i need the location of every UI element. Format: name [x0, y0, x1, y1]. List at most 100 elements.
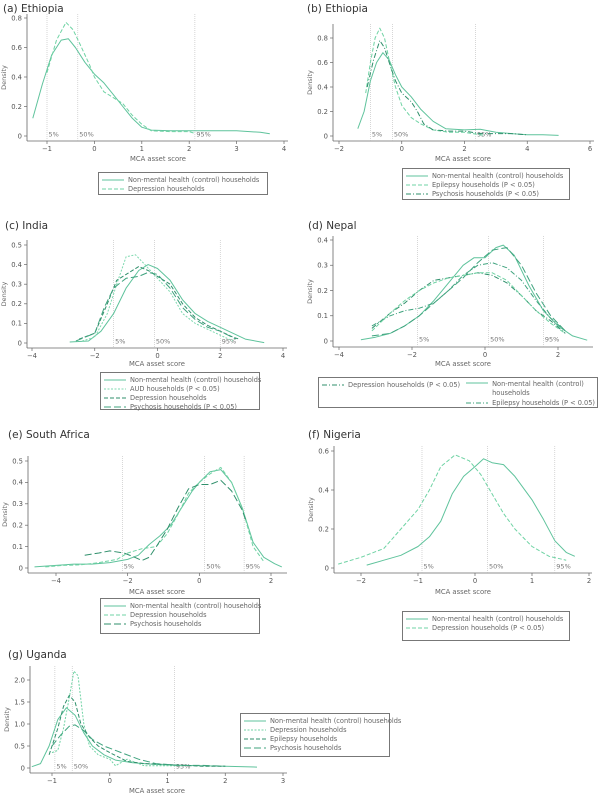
legend-swatch: [104, 623, 126, 624]
legend-swatch: [406, 627, 428, 628]
legend-label: Psychosis households: [130, 619, 202, 628]
x-tick-label: −1: [42, 145, 52, 153]
legend-item: Depression households (P < 0.05): [406, 623, 566, 632]
y-tick-label: 0.4: [12, 479, 23, 487]
y-tick-label: 0.8: [11, 14, 22, 22]
legend-swatch: [322, 384, 344, 385]
legend-swatch: [104, 379, 126, 380]
legend: Non-mental health (control) households De…: [402, 611, 570, 641]
legend-item: Non-mental health (control) households: [244, 716, 401, 725]
panel-title: (a) Ethiopia: [3, 3, 64, 15]
y-tick-label: 0.4: [318, 486, 329, 494]
legend-item: Psychosis households: [104, 619, 256, 628]
y-axis-label: Density: [307, 497, 315, 522]
series-line-3: [51, 724, 226, 767]
legend: Non-mental health (control) households De…: [240, 713, 401, 757]
x-tick-label: 0: [473, 577, 477, 585]
x-tick-label: 2: [218, 352, 222, 360]
legend-label: AUD households (P < 0.05): [130, 384, 220, 393]
y-tick-label: 0.4: [11, 73, 22, 81]
y-tick-label: 0: [18, 132, 22, 140]
x-tick-label: −4: [334, 351, 344, 359]
legend-label: Epilepsy households (P < 0.05): [492, 398, 595, 407]
series-line-0: [357, 52, 559, 136]
percentile-label: 50%: [489, 563, 503, 571]
x-tick-label: 2: [462, 145, 466, 153]
percentile-label: 95%: [556, 563, 570, 571]
x-tick-label: 0: [92, 145, 96, 153]
y-tick-label: 0: [325, 564, 329, 572]
y-tick-label: 0.3: [11, 281, 22, 289]
series-line-0: [31, 707, 258, 768]
legend-label: Depression households (P < 0.05): [432, 623, 545, 632]
legend-swatch: [104, 614, 126, 615]
panel-title: (b) Ethiopia: [307, 3, 368, 15]
series-line-2: [84, 479, 247, 561]
percentile-label: 50%: [394, 131, 408, 139]
legend: Non-mental health (control) households De…: [98, 172, 268, 195]
y-tick-label: 0.6: [318, 447, 329, 455]
y-tick-label: 2.0: [14, 676, 25, 684]
legend-swatch: [102, 188, 124, 189]
legend-label: Non-mental health (control) households: [130, 375, 262, 384]
percentile-label: 50%: [74, 763, 88, 771]
legend-swatch: [466, 402, 489, 403]
x-tick-label: 2: [223, 777, 227, 785]
legend-label: Depression households: [128, 184, 205, 193]
series-line-1: [338, 454, 567, 565]
x-tick-label: 0: [197, 577, 201, 585]
percentile-label: 95%: [246, 563, 260, 571]
legend-label: Depression households: [130, 610, 207, 619]
legend-label: Non-mental health (control) households: [130, 601, 262, 610]
percentile-label: 50%: [206, 563, 220, 571]
x-tick-label: −2: [123, 577, 133, 585]
y-tick-label: 0.2: [12, 522, 23, 530]
series-line-0: [371, 272, 566, 334]
legend-item: Depression households (P < 0.05): [322, 380, 460, 389]
x-tick-label: 1: [530, 577, 534, 585]
percentile-label: 5%: [49, 131, 59, 139]
x-tick-label: 6: [588, 145, 592, 153]
y-tick-label: 0.5: [14, 742, 25, 750]
y-tick-label: 0.4: [317, 83, 328, 91]
series-line-0: [34, 469, 283, 568]
y-tick-label: 1.0: [14, 720, 25, 728]
x-tick-label: −4: [51, 577, 61, 585]
legend-swatch: [466, 382, 489, 384]
panel-3: (d) Nepal −4 −2 0 2 0 0.1 0.2 0.3 0.4 Density MCA a…: [306, 220, 593, 368]
y-axis-label: Density: [1, 502, 9, 527]
panel-title: (g) Uganda: [8, 649, 67, 661]
legend-item: Epilepsy households: [244, 734, 386, 743]
x-tick-label: 2: [269, 577, 273, 585]
panel-0: (a) Ethiopia −1 0 1 2 3 4 0 0.2 0.4 0.6 0.8 Density M…: [0, 3, 288, 163]
legend-item: Non-mental health (control) households: [102, 175, 264, 184]
y-tick-label: 0.5: [12, 457, 23, 465]
legend-item: Depression households: [104, 393, 256, 402]
percentile-label: 50%: [79, 131, 93, 139]
legend-label: Epilepsy households: [270, 734, 338, 743]
y-axis-label: Density: [306, 279, 314, 304]
panel-title: (f) Nigeria: [308, 429, 361, 441]
percentile-label: 5%: [423, 563, 433, 571]
legend-swatch: [244, 729, 266, 730]
legend-swatch: [104, 406, 126, 407]
x-axis-label: MCA asset score: [130, 155, 186, 163]
percentile-label: 5%: [372, 131, 382, 139]
x-tick-label: 1: [165, 777, 169, 785]
percentile-label: 95%: [477, 131, 491, 139]
x-tick-label: −1: [413, 577, 423, 585]
y-tick-label: 0: [18, 339, 22, 347]
x-tick-label: 0: [400, 145, 404, 153]
legend-label: Psychosis households: [270, 743, 342, 752]
series-line-2: [366, 40, 528, 136]
percentile-label: 95%: [176, 763, 190, 771]
legend-label: Non-mental health (control) households: [432, 171, 564, 180]
legend-label: Non-mental health (control) households: [128, 175, 260, 184]
legend-swatch: [406, 184, 428, 185]
legend: Non-mental health (control) households Ep…: [402, 168, 570, 200]
x-axis-label: MCA asset score: [129, 360, 185, 368]
legend-item: Non-mental health (control) households: [104, 601, 261, 610]
x-tick-label: −2: [90, 352, 100, 360]
legend-item: Epilepsy households (P < 0.05): [466, 398, 595, 407]
